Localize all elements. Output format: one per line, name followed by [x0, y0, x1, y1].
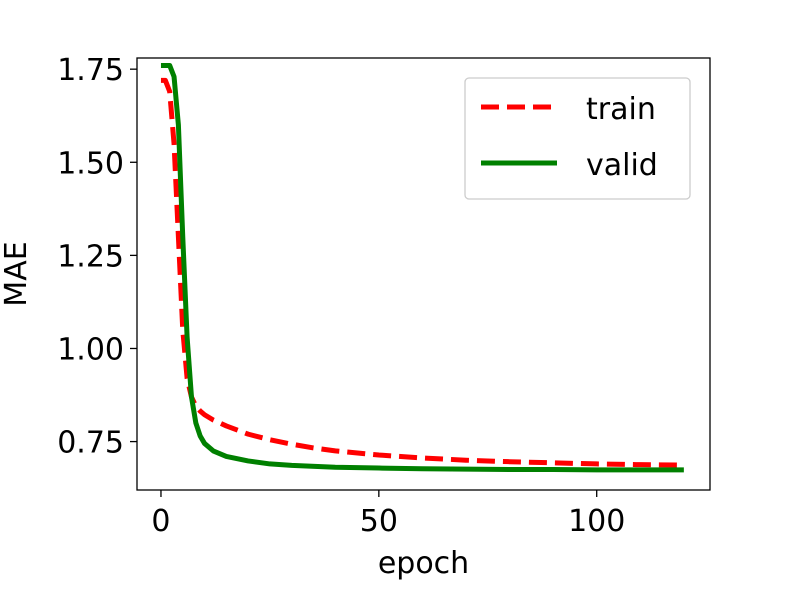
y-tick-label: 1.75: [57, 53, 124, 88]
legend-label-train: train: [586, 92, 656, 127]
y-tick-label: 0.75: [57, 426, 124, 461]
x-ticks: 0 50 100: [151, 490, 625, 539]
y-axis-label: MAE: [0, 241, 34, 306]
x-axis-label: epoch: [378, 546, 469, 581]
series-line-valid: [160, 62, 684, 473]
x-tick-label: 50: [360, 504, 398, 539]
y-tick-label: 1.25: [57, 239, 124, 274]
y-ticks: 0.75 1.00 1.25 1.50 1.75: [57, 53, 137, 461]
legend: train valid: [464, 77, 691, 200]
x-tick-label: 0: [151, 504, 170, 539]
plot-frame: [136, 57, 711, 491]
series-layer: [160, 62, 684, 473]
y-tick-label: 1.50: [57, 146, 124, 181]
series-line-train: [160, 77, 684, 468]
y-tick-label: 1.00: [57, 332, 124, 367]
x-tick-label: 100: [568, 504, 625, 539]
legend-label-valid: valid: [586, 148, 658, 183]
